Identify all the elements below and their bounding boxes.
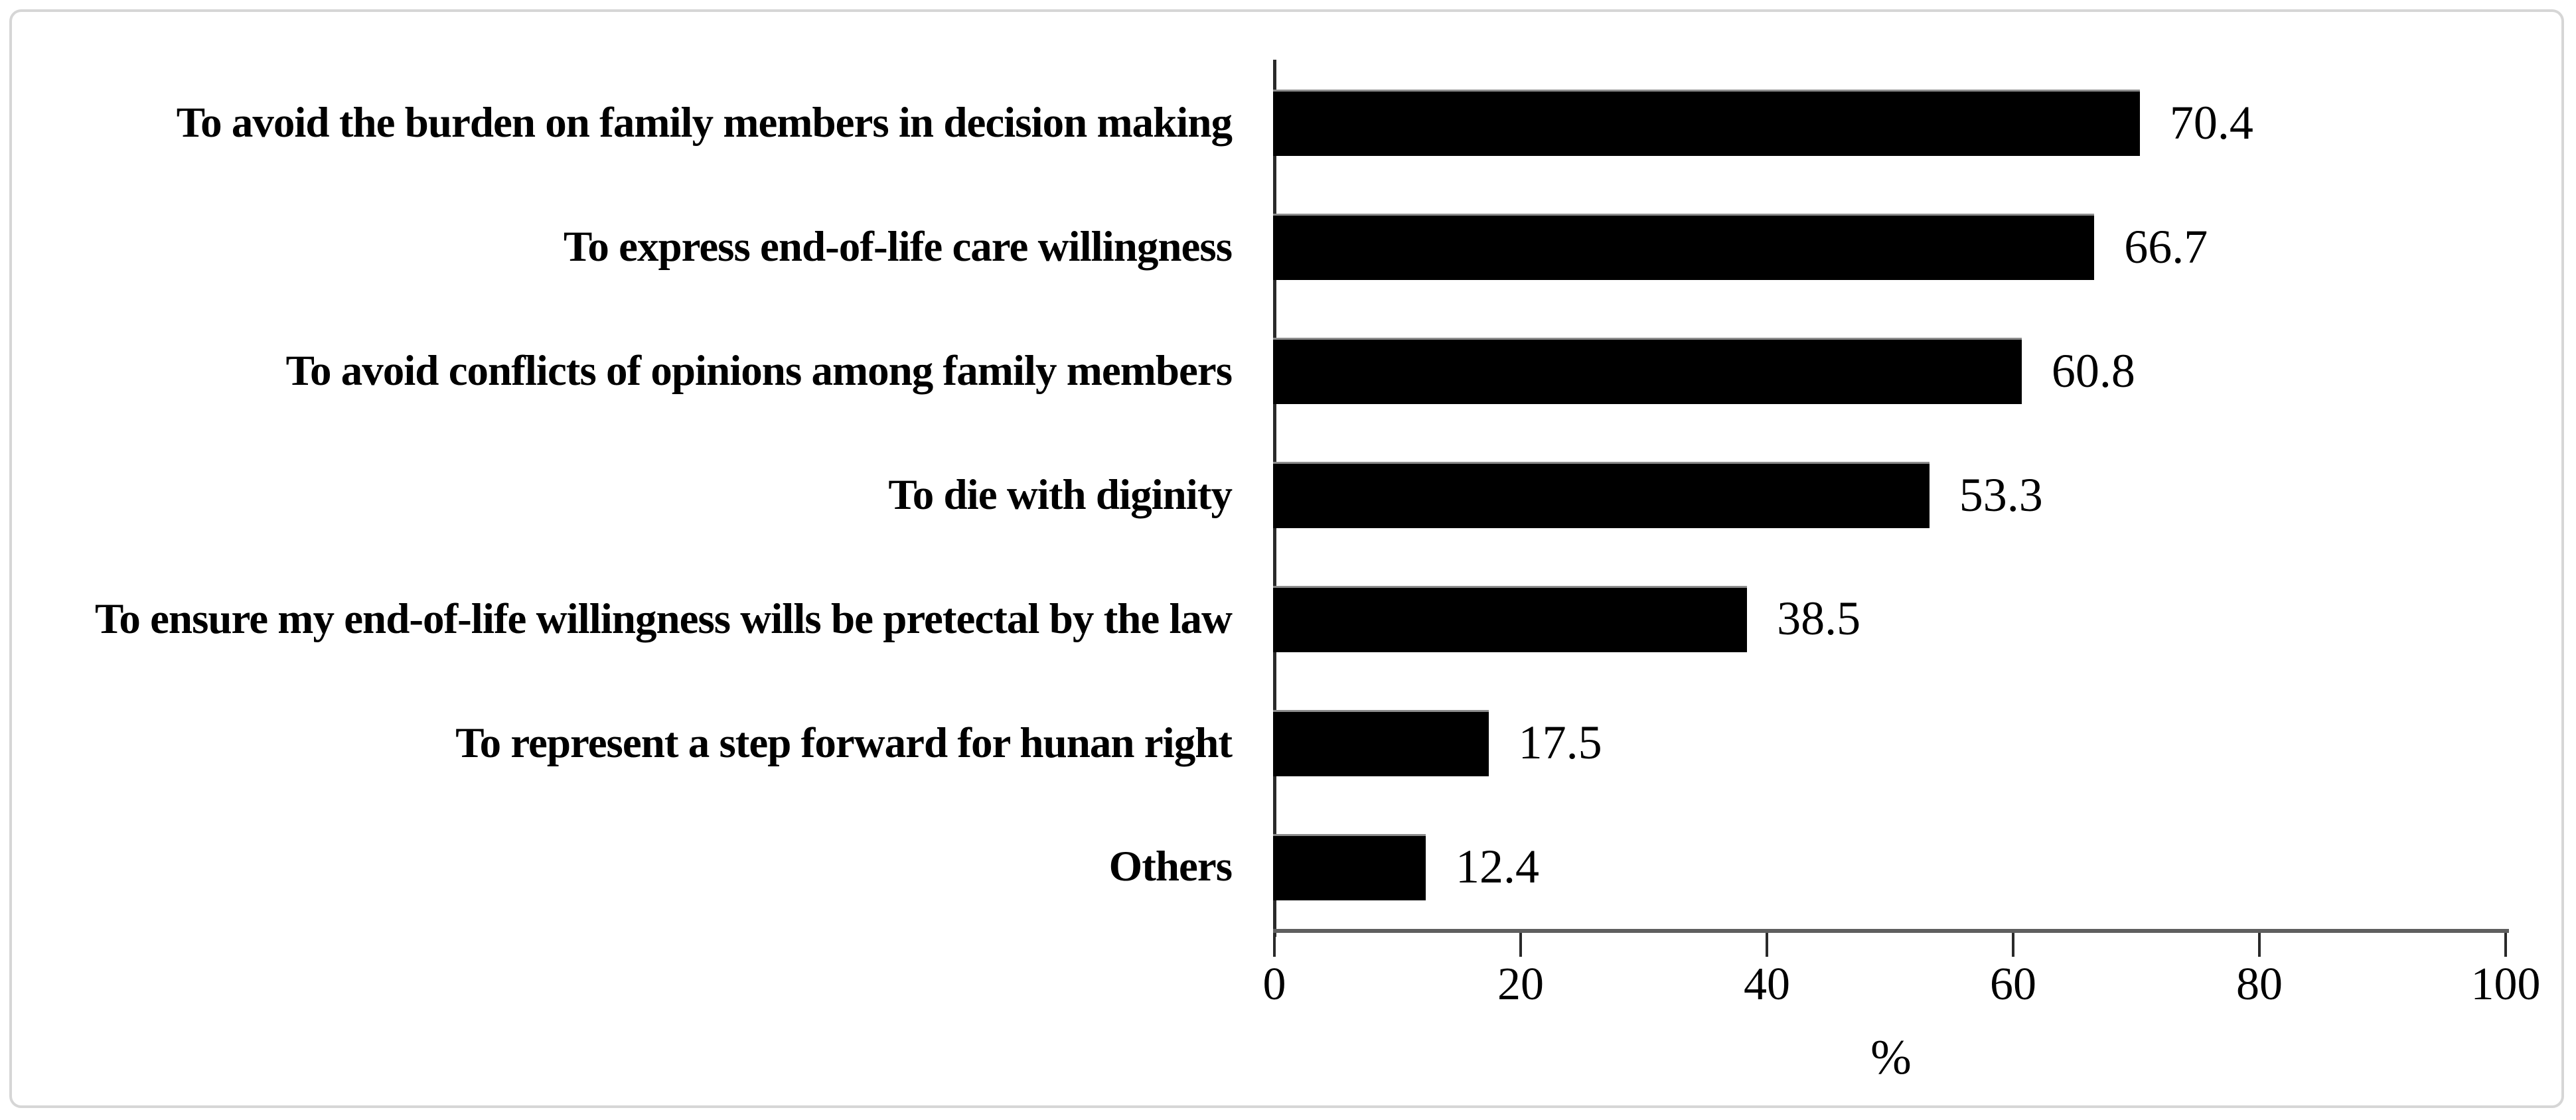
bar [1273, 709, 1489, 776]
bar [1273, 338, 2022, 405]
plot-cell: 38.5 [1273, 557, 2522, 681]
x-tick [2504, 933, 2507, 957]
bar-row: To ensure my end-of-life willingness wil… [0, 557, 2522, 681]
x-axis-title: % [1870, 1030, 1912, 1085]
x-tick [1766, 933, 1768, 957]
x-tick-label: 80 [2236, 959, 2283, 1010]
bar [1273, 90, 2140, 157]
x-axis-line [1273, 929, 2509, 933]
bar-row: To express end-of-life care willingness 6… [0, 185, 2522, 309]
plot-cell: 12.4 [1273, 805, 2522, 929]
bar-row: To die with diginity 53.3 [0, 433, 2522, 557]
plot-cell: 70.4 [1273, 61, 2522, 185]
x-tick [1273, 933, 1276, 957]
bar-row: To avoid the burden on family members in… [0, 61, 2522, 185]
plot-cell: 53.3 [1273, 433, 2522, 557]
category-label: Others [1108, 843, 1233, 891]
x-tick-label: 20 [1497, 959, 1544, 1010]
category-label: To ensure my end-of-life willingness wil… [94, 595, 1233, 643]
value-label: 38.5 [1777, 592, 1861, 646]
category-label: To avoid conflicts of opinions among fam… [285, 347, 1233, 395]
value-label: 53.3 [1959, 468, 2043, 522]
value-label: 70.4 [2169, 96, 2253, 149]
plot-cell: 17.5 [1273, 681, 2522, 805]
x-tick-label: 60 [1990, 959, 2036, 1010]
bar-row: To represent a step forward for hunan ri… [0, 681, 2522, 805]
bar [1273, 462, 1930, 528]
plot-cell: 66.7 [1273, 185, 2522, 309]
category-label: To avoid the burden on family members in… [176, 99, 1233, 147]
x-tick [1519, 933, 1522, 957]
category-label: To represent a step forward for hunan ri… [455, 719, 1233, 767]
x-tick [2012, 933, 2014, 957]
value-label: 66.7 [2124, 220, 2208, 273]
value-label: 60.8 [2051, 344, 2135, 397]
plot-cell: 60.8 [1273, 309, 2522, 433]
value-label: 17.5 [1518, 716, 1602, 770]
chart-frame [9, 9, 2564, 1108]
bar [1273, 214, 2095, 281]
bar [1273, 585, 1748, 652]
x-tick [2258, 933, 2261, 957]
rows-container: To avoid the burden on family members in… [0, 61, 2522, 929]
bar-row: Others 12.4 [0, 805, 2522, 929]
category-label: To express end-of-life care willingness [564, 223, 1233, 271]
x-tick-label: 100 [2470, 959, 2541, 1010]
category-label: To die with diginity [888, 470, 1233, 519]
value-label: 12.4 [1456, 840, 1540, 894]
x-tick-label: 0 [1262, 959, 1286, 1010]
bar [1273, 833, 1426, 900]
x-tick-label: 40 [1744, 959, 1790, 1010]
bar-row: To avoid conflicts of opinions among fam… [0, 309, 2522, 433]
